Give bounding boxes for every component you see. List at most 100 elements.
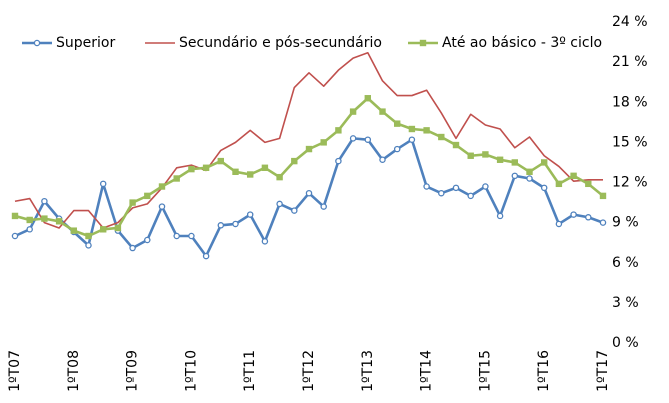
point-marker xyxy=(482,183,489,190)
point-marker xyxy=(482,151,489,158)
point-marker xyxy=(599,192,607,200)
point-marker xyxy=(423,183,430,190)
y-tick-label: 9 % xyxy=(612,215,639,231)
point-marker xyxy=(158,183,166,190)
y-tick-label: 0 % xyxy=(612,335,639,351)
point-marker xyxy=(247,171,254,178)
y-tick-label: 15 % xyxy=(612,134,648,150)
point-marker xyxy=(438,133,445,141)
point-marker xyxy=(555,180,563,188)
point-marker xyxy=(114,224,122,232)
point-marker xyxy=(349,135,357,142)
point-marker xyxy=(158,203,166,210)
point-marker xyxy=(320,139,327,146)
point-marker xyxy=(232,220,239,228)
point-marker xyxy=(423,127,430,134)
point-marker xyxy=(393,145,401,153)
point-marker xyxy=(99,180,107,188)
x-tick-label: 1ºT10 xyxy=(183,350,199,392)
point-marker xyxy=(85,242,92,249)
legend-label: Até ao básico - 3º ciclo xyxy=(442,35,602,51)
point-marker xyxy=(291,207,298,214)
y-tick-label: 6 % xyxy=(612,255,639,271)
point-marker xyxy=(585,214,592,221)
point-marker xyxy=(364,95,371,102)
point-marker xyxy=(202,164,210,171)
point-marker xyxy=(305,145,313,153)
point-marker xyxy=(305,189,313,197)
point-marker xyxy=(335,127,342,134)
point-marker xyxy=(202,252,210,260)
x-tick-label: 1ºT13 xyxy=(360,350,376,392)
point-marker xyxy=(496,212,504,220)
point-marker xyxy=(217,222,225,229)
point-marker xyxy=(144,192,151,200)
point-marker xyxy=(585,180,592,188)
point-marker xyxy=(452,141,460,149)
point-marker xyxy=(394,120,401,127)
point-marker xyxy=(438,189,445,197)
point-marker xyxy=(55,218,63,225)
point-marker xyxy=(232,168,239,175)
point-marker xyxy=(173,175,180,182)
point-marker xyxy=(467,152,474,159)
point-marker xyxy=(11,212,19,220)
point-marker xyxy=(26,226,33,233)
point-marker xyxy=(70,227,77,234)
point-marker xyxy=(467,192,474,200)
legend-marker xyxy=(33,39,41,47)
point-marker xyxy=(599,219,607,226)
point-marker xyxy=(526,175,533,182)
point-marker xyxy=(217,157,224,165)
point-marker xyxy=(364,136,372,143)
x-tick-label: 1ºT17 xyxy=(595,350,611,392)
x-tick-label: 1ºT08 xyxy=(66,350,82,392)
series-line xyxy=(14,51,603,229)
y-tick-label: 3 % xyxy=(612,295,639,311)
point-marker xyxy=(144,236,151,244)
point-marker xyxy=(261,164,269,171)
point-marker xyxy=(511,159,518,166)
point-marker xyxy=(540,184,548,192)
x-tick-label: 1ºT09 xyxy=(125,350,141,392)
y-tick-label: 21 % xyxy=(612,54,648,70)
point-marker xyxy=(541,159,548,166)
point-marker xyxy=(129,244,136,252)
point-marker xyxy=(26,216,33,224)
x-tick-label: 1ºT15 xyxy=(477,350,493,392)
point-marker xyxy=(129,199,136,206)
point-marker xyxy=(320,203,327,210)
point-marker xyxy=(173,232,180,240)
legend-marker xyxy=(419,39,427,47)
point-marker xyxy=(261,238,269,245)
x-tick-label: 1ºT12 xyxy=(301,350,317,392)
point-marker xyxy=(246,211,254,218)
point-marker xyxy=(452,184,460,192)
point-marker xyxy=(11,232,19,240)
point-marker xyxy=(41,197,48,205)
point-marker xyxy=(570,172,577,180)
point-marker xyxy=(291,157,298,165)
point-marker xyxy=(349,108,357,115)
point-marker xyxy=(379,156,386,164)
y-tick-label: 18 % xyxy=(612,94,648,110)
x-tick-label: 1ºT16 xyxy=(536,350,552,392)
point-marker xyxy=(555,220,563,228)
point-marker xyxy=(526,168,533,175)
point-marker xyxy=(188,165,195,173)
x-tick-label: 1ºT11 xyxy=(242,350,258,392)
point-marker xyxy=(335,157,342,165)
point-marker xyxy=(570,211,577,218)
series-line xyxy=(14,96,604,238)
legend-label: Superior xyxy=(56,35,115,51)
y-tick-label: 24 % xyxy=(612,14,648,30)
point-marker xyxy=(379,108,386,115)
point-marker xyxy=(85,232,92,240)
point-marker xyxy=(408,125,416,133)
series-line xyxy=(14,137,604,258)
point-marker xyxy=(100,226,107,233)
point-marker xyxy=(276,200,283,208)
point-marker xyxy=(408,136,416,143)
point-marker xyxy=(276,173,283,181)
